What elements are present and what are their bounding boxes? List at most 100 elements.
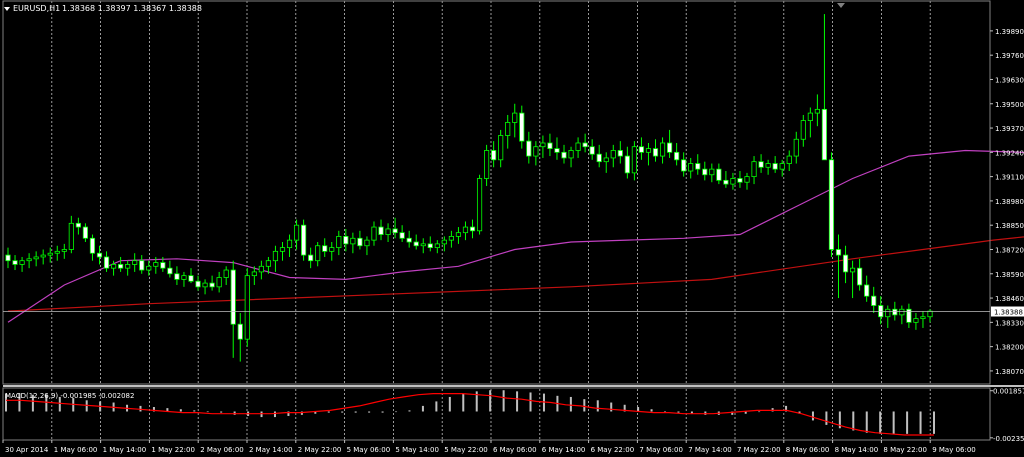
candle-body [920, 316, 926, 320]
shift-marker-icon[interactable] [837, 3, 845, 8]
macd-bar [529, 392, 532, 412]
candle-body [279, 247, 286, 252]
candle-body [371, 226, 377, 241]
macd-bar [919, 411, 922, 434]
candle-body [272, 250, 279, 262]
candle-body [589, 146, 595, 155]
current-price-tag-text: 1.38388 [994, 309, 1023, 317]
candle-body [343, 236, 349, 245]
candle-body [758, 161, 764, 168]
macd-bar [502, 390, 505, 412]
macd-bar [354, 411, 357, 413]
macd-signal-line [6, 393, 934, 436]
candle-body [195, 280, 201, 288]
candle-body [835, 249, 842, 256]
candle-body [849, 267, 856, 273]
macd-bar [811, 411, 814, 421]
candle-body [118, 264, 124, 269]
y-tick-label: 1.38850 [995, 222, 1024, 230]
macd-bar [179, 409, 182, 412]
candle-body [561, 151, 567, 159]
candle-body [244, 275, 250, 340]
macd-bar [879, 411, 882, 434]
candle-body [308, 254, 314, 262]
candle-body [638, 146, 645, 153]
candle-body [216, 277, 222, 288]
macd-bar [637, 407, 640, 412]
macd-bar [785, 405, 788, 412]
candle-body [610, 150, 616, 159]
candle-body [399, 232, 405, 239]
x-tick-label: 8 May 06:00 [786, 446, 830, 454]
candle-body [617, 150, 623, 157]
candle-body [505, 122, 511, 136]
macd-bar [327, 411, 330, 413]
candle-body [547, 142, 553, 149]
x-tick-label: 9 May 06:00 [932, 446, 976, 454]
x-tick-label: 1 May 06:00 [54, 446, 98, 454]
candle-body [434, 243, 440, 249]
candle-body [667, 142, 673, 153]
macd-bar [798, 411, 801, 414]
macd-bar [475, 391, 478, 412]
candle-body [455, 232, 462, 237]
x-tick-label: 8 May 14:00 [835, 446, 879, 454]
candle-body [12, 260, 18, 265]
current-price-tag [991, 306, 1024, 317]
x-tick-label: 6 May 14:00 [542, 446, 586, 454]
macd-bar [18, 393, 21, 412]
candle-body [68, 222, 74, 250]
y-tick-label: 1.38590 [995, 271, 1024, 279]
macd-bar [166, 408, 169, 412]
candle-body [744, 176, 750, 183]
candle-body [779, 163, 785, 170]
candle-body [427, 243, 433, 249]
candle-body [322, 245, 328, 252]
candle-body [631, 146, 637, 174]
candle-body [737, 178, 743, 183]
x-tick-label: 6 May 06:00 [493, 446, 537, 454]
candle-body [540, 142, 546, 148]
macd-bar [583, 399, 586, 412]
candle-body [167, 267, 173, 275]
candle-body [554, 148, 560, 153]
candle-body [385, 228, 391, 235]
candle-body [476, 178, 483, 232]
candle-body [906, 308, 912, 323]
dropdown-triangle-icon[interactable] [4, 7, 10, 11]
candle-body [582, 142, 588, 148]
candle-body [814, 108, 820, 114]
candle-body [293, 224, 300, 241]
x-tick-label: 2 May 22:00 [298, 446, 342, 454]
y-tick-label: 1.38460 [995, 295, 1024, 303]
candle-body [237, 323, 243, 340]
candle-body [498, 135, 504, 161]
candle-body [568, 150, 574, 159]
x-tick-label: 7 May 06:00 [639, 446, 683, 454]
moving-averages [7, 149, 1024, 323]
macd-bar [731, 411, 734, 415]
candle-body [364, 239, 370, 247]
candle-body [772, 163, 778, 170]
macd-bar [838, 411, 841, 429]
candle-body [181, 275, 187, 280]
macd-bar [193, 410, 196, 412]
candle-body [674, 151, 680, 161]
y-tick-label: 1.39630 [995, 76, 1024, 84]
candle-body [61, 249, 67, 252]
macd-bar [933, 411, 935, 434]
candle-body [392, 228, 398, 234]
candle-body [751, 161, 757, 178]
x-tick-label: 1 May 14:00 [103, 446, 147, 454]
candle-body [765, 163, 771, 168]
x-tick-label: 5 May 06:00 [347, 446, 391, 454]
y-tick-label: 1.39500 [995, 101, 1024, 109]
candle-body [491, 150, 497, 161]
candle-body [89, 237, 96, 254]
x-tick-label: 8 May 22:00 [883, 446, 927, 454]
y-tick-label: 1.38070 [995, 368, 1024, 376]
candle-body [864, 284, 870, 297]
macd-bar [408, 410, 411, 412]
